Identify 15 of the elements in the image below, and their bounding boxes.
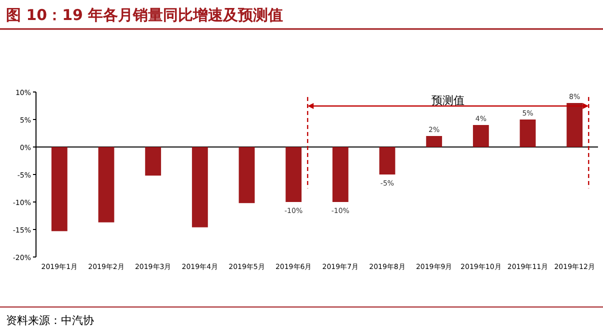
bar [238,147,255,204]
bar [566,103,583,147]
annotation: 预测值 [432,94,465,107]
bar [51,147,68,232]
bar [426,136,442,147]
bar [145,147,162,176]
bar [379,147,396,174]
bar [520,120,536,147]
bar [472,125,489,147]
chart-title: 图 10：19 年各月销量同比增速及预测值 [6,6,284,24]
bar [286,147,302,202]
text: 资料来源：中汽协 [6,314,94,327]
bar [332,147,348,202]
bar [192,147,208,228]
bar [98,147,114,222]
